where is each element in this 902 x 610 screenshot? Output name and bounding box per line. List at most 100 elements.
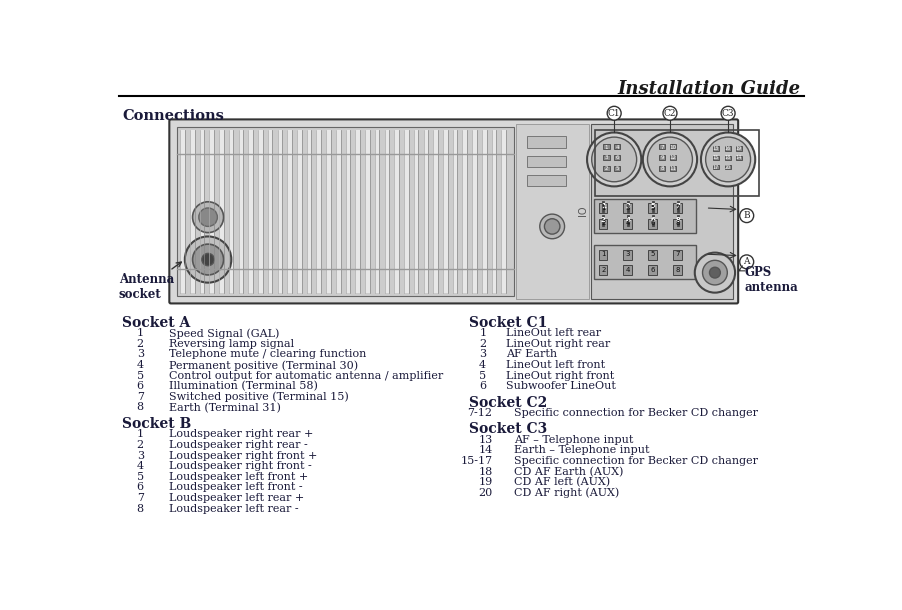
Text: 8: 8 bbox=[676, 267, 680, 273]
Bar bbox=[433, 130, 437, 293]
Bar bbox=[365, 130, 370, 293]
Text: 5: 5 bbox=[650, 203, 655, 209]
Bar bbox=[336, 130, 341, 293]
Bar bbox=[713, 156, 719, 160]
Circle shape bbox=[202, 253, 215, 266]
Bar bbox=[209, 130, 214, 293]
Text: LineOut left front: LineOut left front bbox=[506, 360, 605, 370]
Bar bbox=[287, 130, 292, 293]
Text: Specific connection for Becker CD changer: Specific connection for Becker CD change… bbox=[514, 408, 759, 418]
Text: 18: 18 bbox=[478, 467, 492, 476]
Text: 1: 1 bbox=[601, 203, 606, 209]
Bar bbox=[670, 165, 676, 171]
Bar bbox=[327, 130, 331, 293]
Text: Antenna
socket: Antenna socket bbox=[119, 262, 181, 301]
Text: Loudspeaker left rear -: Loudspeaker left rear - bbox=[169, 504, 299, 514]
Text: LineOut right rear: LineOut right rear bbox=[506, 339, 611, 349]
Text: 7: 7 bbox=[676, 251, 680, 257]
Text: 6: 6 bbox=[136, 483, 143, 492]
Text: Earth – Telephone input: Earth – Telephone input bbox=[514, 445, 649, 456]
Text: 8: 8 bbox=[136, 403, 143, 412]
Bar bbox=[404, 130, 409, 293]
Bar bbox=[736, 146, 742, 151]
Circle shape bbox=[710, 267, 721, 278]
Text: 5: 5 bbox=[479, 370, 486, 381]
Text: Earth (Terminal 31): Earth (Terminal 31) bbox=[169, 403, 281, 413]
Text: Socket B: Socket B bbox=[122, 417, 191, 431]
Text: 3: 3 bbox=[626, 203, 630, 209]
Text: 6: 6 bbox=[650, 220, 655, 226]
Bar bbox=[603, 165, 610, 171]
Text: 2: 2 bbox=[601, 217, 606, 223]
Text: Loudspeaker left front +: Loudspeaker left front + bbox=[169, 472, 308, 482]
Text: Connections: Connections bbox=[122, 109, 224, 123]
Text: 6: 6 bbox=[136, 381, 143, 391]
Bar bbox=[649, 203, 657, 214]
Bar bbox=[278, 130, 282, 293]
Circle shape bbox=[545, 219, 560, 234]
Bar bbox=[219, 130, 224, 293]
Text: 4: 4 bbox=[626, 217, 630, 223]
Text: 7-12: 7-12 bbox=[467, 408, 492, 418]
Bar bbox=[725, 165, 732, 170]
Bar bbox=[307, 130, 311, 293]
Text: IO: IO bbox=[578, 206, 588, 217]
Text: 5: 5 bbox=[615, 166, 619, 171]
Bar bbox=[492, 130, 496, 293]
Text: 7: 7 bbox=[676, 205, 680, 211]
Bar bbox=[355, 130, 360, 293]
Bar bbox=[599, 249, 607, 259]
Circle shape bbox=[663, 106, 676, 120]
Bar bbox=[516, 124, 589, 299]
Text: Reversing lamp signal: Reversing lamp signal bbox=[169, 339, 294, 349]
Bar bbox=[599, 265, 607, 275]
Text: 8: 8 bbox=[676, 217, 680, 223]
Bar bbox=[673, 203, 682, 214]
Text: Control output for automatic antenna / amplifier: Control output for automatic antenna / a… bbox=[169, 370, 443, 381]
Text: 6: 6 bbox=[479, 381, 486, 391]
Bar bbox=[614, 144, 621, 149]
Text: 13: 13 bbox=[478, 435, 492, 445]
Bar bbox=[472, 130, 477, 293]
Bar bbox=[190, 130, 195, 293]
Text: Loudspeaker right rear +: Loudspeaker right rear + bbox=[169, 429, 313, 439]
Circle shape bbox=[643, 132, 697, 187]
Bar bbox=[623, 265, 632, 275]
Bar bbox=[443, 130, 447, 293]
Bar bbox=[345, 130, 350, 293]
Text: 20: 20 bbox=[725, 165, 732, 170]
Circle shape bbox=[192, 244, 224, 275]
Text: 7: 7 bbox=[676, 203, 680, 209]
Text: Socket C3: Socket C3 bbox=[469, 423, 548, 437]
Text: 1: 1 bbox=[604, 145, 608, 149]
Bar bbox=[673, 249, 682, 259]
Circle shape bbox=[198, 208, 217, 226]
Bar bbox=[177, 127, 514, 296]
Text: 2: 2 bbox=[604, 166, 608, 171]
Text: 3: 3 bbox=[604, 156, 608, 160]
Bar bbox=[424, 130, 428, 293]
Text: 3: 3 bbox=[479, 350, 486, 359]
Text: 5: 5 bbox=[136, 370, 143, 381]
Bar bbox=[623, 203, 632, 214]
Bar bbox=[649, 249, 657, 259]
Text: 16: 16 bbox=[725, 146, 732, 151]
Bar bbox=[594, 245, 696, 279]
Bar bbox=[713, 146, 719, 151]
Text: C2: C2 bbox=[664, 109, 676, 118]
Text: 4: 4 bbox=[136, 461, 143, 471]
Text: Telephone mute / clearing function: Telephone mute / clearing function bbox=[169, 350, 366, 359]
Text: 14: 14 bbox=[736, 156, 742, 160]
Bar bbox=[297, 130, 301, 293]
Text: A: A bbox=[743, 257, 750, 267]
Text: 15: 15 bbox=[713, 156, 719, 160]
Bar bbox=[180, 130, 185, 293]
Bar bbox=[614, 165, 621, 171]
Circle shape bbox=[192, 202, 224, 232]
Text: 19: 19 bbox=[736, 146, 742, 151]
Text: 15-17: 15-17 bbox=[460, 456, 492, 466]
Text: 4: 4 bbox=[615, 145, 619, 149]
Text: 3: 3 bbox=[626, 205, 630, 211]
Text: Illumination (Terminal 58): Illumination (Terminal 58) bbox=[169, 381, 318, 392]
Text: Loudspeaker right rear -: Loudspeaker right rear - bbox=[169, 440, 308, 450]
